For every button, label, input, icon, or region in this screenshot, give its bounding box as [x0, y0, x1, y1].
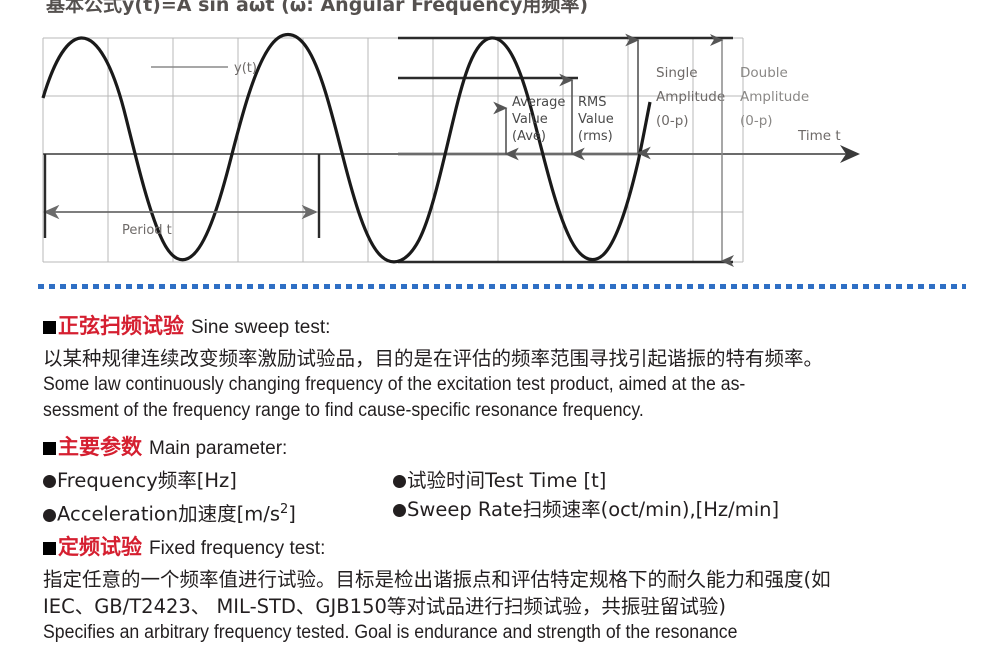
svg-text:Period t: Period t: [122, 223, 172, 238]
formula-caption-bar: 基本公式y(t)=A sin aωt (ω: Angular Frequency…: [0, 0, 1000, 20]
svg-text:Average: Average: [512, 95, 565, 110]
dotted-divider: [38, 283, 966, 290]
round-bullet-icon: [393, 475, 406, 488]
formula-caption-text: 基本公式y(t)=A sin aωt (ω: Angular Frequency…: [46, 0, 589, 16]
section-sine-sweep: 正弦扫频试验 Sine sweep test: 以某种规律连续改变频率激励试验品，…: [43, 312, 973, 424]
paragraph-en-line2: sessment of the frequency range to find …: [43, 400, 644, 421]
section-title-en: Main parameter:: [149, 438, 288, 459]
rms-value-annotation: RMS Value (rms): [559, 73, 614, 161]
single-amplitude-annotation: Single Amplitude (0-p): [625, 33, 725, 160]
svg-text:Double: Double: [740, 65, 788, 81]
param-label: Sweep Rate扫频速率(oct/min),[Hz/min]: [407, 498, 780, 521]
svg-text:RMS: RMS: [578, 95, 607, 110]
svg-text:(0-p): (0-p): [656, 113, 689, 129]
svg-text:(Ave): (Ave): [512, 129, 546, 144]
param-item-frequency: Frequency频率[Hz]: [43, 466, 393, 495]
square-bullet-icon: [43, 542, 56, 555]
param-row: Acceleration加速度[m/s2] Sweep Rate扫频速率(oct/…: [43, 495, 973, 526]
param-label-pre: Acceleration加速度[m/s: [57, 502, 281, 526]
round-bullet-icon: [43, 508, 56, 522]
average-value-annotation: Average Value (Ave): [493, 95, 565, 161]
period-annotation: Period t: [43, 154, 321, 238]
svg-text:Value: Value: [578, 112, 614, 127]
param-label-sup: 2: [280, 502, 289, 517]
section-main-parameter: 主要参数 Main parameter: Frequency频率[Hz] 试验时间T…: [43, 433, 973, 526]
paragraph-en-line1: Some law continuously changing frequency…: [43, 374, 746, 395]
double-amplitude-annotation: Double Amplitude (0-p): [710, 34, 809, 267]
section-title-en: Fixed frequency test:: [149, 538, 326, 559]
param-item-acceleration: Acceleration加速度[m/s2]: [43, 495, 393, 529]
section-title-cn: 正弦扫频试验: [58, 314, 184, 338]
section-title-cn: 定频试验: [58, 535, 142, 559]
round-bullet-icon: [393, 504, 406, 517]
svg-text:(rms): (rms): [578, 129, 613, 144]
body-content: 正弦扫频试验 Sine sweep test: 以某种规律连续改变频率激励试验品，…: [43, 312, 973, 646]
square-bullet-icon: [43, 442, 56, 455]
paragraph-cn-line1: 指定任意的一个频率值进行试验。目标是检出谐振点和评估特定规格下的耐久能力和强度(…: [43, 568, 831, 591]
param-row: Frequency频率[Hz] 试验时间Test Time [t]: [43, 466, 973, 495]
section-heading-fixed-frequency: 定频试验 Fixed frequency test:: [43, 533, 973, 564]
svg-text:Amplitude: Amplitude: [656, 89, 725, 105]
paragraph-cn: 以某种规律连续改变频率激励试验品，目的是在评估的频率范围寻找引起谐振的特有频率。: [43, 347, 824, 370]
section-title-cn: 主要参数: [58, 435, 142, 459]
time-axis-label: Time t: [797, 128, 841, 144]
svg-text:Value: Value: [512, 112, 548, 127]
paragraph-cn-line2: IEC、GB/T2423、 MIL-STD、GJB150等对试品进行扫频试验，共…: [43, 595, 726, 618]
section-title-en: Sine sweep test:: [191, 317, 331, 338]
sine-wave-figure: Time t y(t) Period t Average Value (Ave)…: [38, 22, 968, 272]
section-heading-main-parameter: 主要参数 Main parameter:: [43, 433, 973, 464]
svg-text:Single: Single: [656, 65, 698, 81]
param-item-test-time: 试验时间Test Time [t]: [393, 466, 606, 495]
square-bullet-icon: [43, 321, 56, 334]
section-heading-sine-sweep: 正弦扫频试验 Sine sweep test:: [43, 312, 973, 343]
paragraph-en-line1: Specifies an arbitrary frequency tested.…: [43, 622, 738, 643]
svg-text:Amplitude: Amplitude: [740, 89, 809, 105]
round-bullet-icon: [43, 475, 56, 488]
param-label-post: ]: [288, 502, 296, 526]
y-of-t-annotation: y(t): [151, 61, 257, 76]
param-item-sweep-rate: Sweep Rate扫频速率(oct/min),[Hz/min]: [393, 495, 779, 524]
param-label: 试验时间Test Time [t]: [407, 469, 607, 492]
svg-text:y(t): y(t): [234, 61, 257, 76]
section-spacer: [43, 424, 973, 433]
param-label: Frequency频率[Hz]: [57, 469, 237, 492]
svg-text:(0-p): (0-p): [740, 113, 773, 129]
section-fixed-frequency: 定频试验 Fixed frequency test: 指定任意的一个频率值进行试验…: [43, 533, 973, 646]
